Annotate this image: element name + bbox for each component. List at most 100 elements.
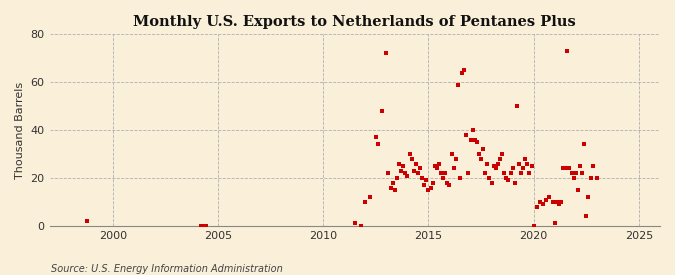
Point (364, 195, 375, 199)
Point (373, 142, 383, 147)
Point (562, 49, 573, 53)
Point (200, 224, 211, 228)
Point (583, 195, 594, 199)
Point (425, 185, 436, 190)
Text: Source: U.S. Energy Information Administration: Source: U.S. Energy Information Administ… (51, 264, 282, 274)
Point (514, 161, 524, 166)
Point (398, 164, 408, 168)
Point (199, 224, 210, 228)
Point (387, 181, 398, 185)
Point (412, 171, 423, 175)
Point (535, 200, 545, 204)
Point (440, 171, 451, 175)
Point (587, 164, 598, 168)
Point (427, 181, 438, 185)
Point (501, 176, 512, 180)
Point (455, 176, 466, 180)
Point (381, 51, 392, 56)
Point (404, 152, 415, 156)
Point (438, 176, 449, 180)
Point (474, 152, 485, 156)
Point (400, 171, 410, 175)
Point (421, 178, 432, 183)
Point (524, 171, 535, 175)
Point (402, 174, 413, 178)
Point (406, 157, 417, 161)
Point (516, 171, 526, 175)
Point (383, 171, 394, 175)
Point (201, 224, 212, 228)
Point (531, 205, 542, 209)
Point (478, 147, 489, 152)
Point (520, 157, 531, 161)
Point (558, 166, 568, 170)
Point (549, 221, 560, 226)
Point (442, 181, 453, 185)
Point (450, 157, 461, 161)
Point (408, 169, 419, 173)
Point (423, 188, 434, 192)
Point (459, 68, 470, 72)
Point (484, 176, 495, 180)
Point (576, 171, 587, 175)
Point (547, 200, 558, 204)
Point (389, 188, 400, 192)
Y-axis label: Thousand Barrels: Thousand Barrels (15, 82, 25, 179)
Point (568, 176, 579, 180)
Point (544, 195, 555, 199)
Point (377, 109, 387, 113)
Point (446, 152, 457, 156)
Point (482, 161, 493, 166)
Point (495, 157, 506, 161)
Point (541, 197, 551, 202)
Point (394, 161, 404, 166)
Point (82, 219, 93, 223)
Point (360, 200, 371, 204)
Point (418, 183, 429, 187)
Point (465, 138, 476, 142)
Point (529, 224, 539, 228)
Point (198, 224, 209, 228)
Point (410, 161, 421, 166)
Point (350, 221, 360, 226)
Point (385, 185, 396, 190)
Point (463, 171, 474, 175)
Point (554, 202, 564, 207)
Point (467, 128, 478, 132)
Point (581, 214, 592, 219)
Point (469, 138, 480, 142)
Point (493, 161, 504, 166)
Point (448, 166, 459, 170)
Point (491, 166, 502, 170)
Point (392, 176, 402, 180)
Point (444, 183, 455, 187)
Point (566, 171, 577, 175)
Point (564, 166, 575, 170)
Point (512, 104, 522, 108)
Point (526, 164, 537, 168)
Point (503, 178, 514, 183)
Point (356, 224, 367, 228)
Point (486, 181, 497, 185)
Point (435, 171, 446, 175)
Point (560, 166, 570, 170)
Point (574, 164, 585, 168)
Point (433, 161, 444, 166)
Point (579, 142, 590, 147)
Point (497, 152, 508, 156)
Point (585, 176, 596, 180)
Point (505, 171, 516, 175)
Point (396, 169, 406, 173)
Point (416, 176, 427, 180)
Point (556, 200, 566, 204)
Point (551, 200, 562, 204)
Point (471, 140, 482, 144)
Point (476, 157, 487, 161)
Point (457, 70, 468, 75)
Point (499, 171, 510, 175)
Point (452, 82, 463, 87)
Point (371, 135, 381, 139)
Point (196, 224, 207, 228)
Point (507, 166, 518, 170)
Point (429, 164, 440, 168)
